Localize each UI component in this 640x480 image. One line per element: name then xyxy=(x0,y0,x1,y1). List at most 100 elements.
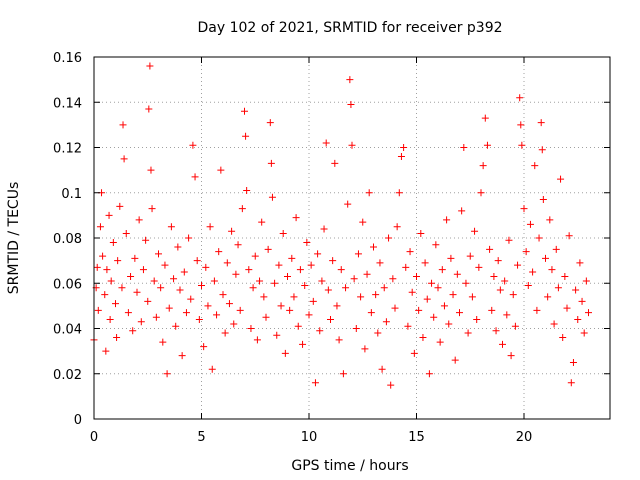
data-point xyxy=(347,101,355,109)
data-point xyxy=(318,277,326,285)
data-point xyxy=(213,311,221,319)
data-point xyxy=(127,272,135,280)
data-point xyxy=(221,329,229,337)
data-point xyxy=(464,329,472,337)
data-point xyxy=(116,202,124,210)
data-point xyxy=(348,141,356,149)
data-point xyxy=(217,166,225,174)
y-tick-label: 0.02 xyxy=(53,368,82,383)
data-point xyxy=(344,200,352,208)
data-point xyxy=(135,216,143,224)
data-point xyxy=(378,365,386,373)
data-point xyxy=(264,245,272,253)
data-point xyxy=(335,336,343,344)
data-point xyxy=(354,250,362,258)
data-point xyxy=(522,248,530,256)
data-point xyxy=(468,293,476,301)
data-point xyxy=(471,227,479,235)
data-point xyxy=(387,381,395,389)
data-point xyxy=(517,121,525,129)
data-point xyxy=(456,309,463,317)
data-point xyxy=(550,320,558,328)
data-point xyxy=(430,313,438,321)
data-point xyxy=(119,121,127,129)
data-point xyxy=(483,141,491,149)
data-point xyxy=(107,277,115,285)
data-point xyxy=(172,322,180,330)
data-point xyxy=(275,261,283,269)
data-point xyxy=(421,259,429,267)
data-point xyxy=(146,62,154,70)
plot-frame xyxy=(93,56,611,420)
data-point xyxy=(526,220,534,228)
data-point xyxy=(309,297,317,305)
y-tick-labels: 0 0.02 0.04 0.06 0.08 0.1 0.12 0.14 0.16 xyxy=(53,51,82,428)
data-point xyxy=(385,234,393,242)
data-point xyxy=(202,263,210,271)
data-point xyxy=(267,159,275,167)
data-point xyxy=(389,275,397,283)
data-points xyxy=(90,62,592,389)
data-point xyxy=(167,223,175,231)
data-point xyxy=(170,275,178,283)
data-point xyxy=(466,252,474,260)
data-point xyxy=(243,186,251,194)
data-point xyxy=(443,216,451,224)
data-point xyxy=(582,277,590,285)
data-point xyxy=(507,352,515,360)
data-point xyxy=(139,266,147,274)
data-point xyxy=(279,229,287,237)
data-point xyxy=(496,286,504,294)
data-point xyxy=(230,320,238,328)
data-point xyxy=(232,270,240,278)
data-point xyxy=(569,358,577,366)
data-point xyxy=(198,282,205,290)
x-axis-label: GPS time / hours xyxy=(291,458,408,474)
data-point xyxy=(271,279,279,287)
y-tick-label: 0.12 xyxy=(53,142,82,157)
data-point xyxy=(460,144,468,151)
data-point xyxy=(365,189,373,197)
data-point xyxy=(563,304,571,312)
data-point xyxy=(200,343,208,351)
data-point xyxy=(580,329,588,337)
data-point xyxy=(294,322,302,330)
data-point xyxy=(428,279,436,287)
data-point xyxy=(492,327,500,335)
data-point xyxy=(374,329,382,337)
data-point xyxy=(204,302,212,310)
data-point xyxy=(311,379,319,387)
data-point xyxy=(210,277,218,285)
data-point xyxy=(488,306,496,314)
data-point xyxy=(520,205,528,213)
data-point xyxy=(499,340,506,348)
data-point xyxy=(352,325,360,332)
data-point xyxy=(434,284,442,292)
data-point xyxy=(462,279,470,287)
data-point xyxy=(193,257,201,265)
data-point xyxy=(103,266,111,274)
data-point xyxy=(268,193,276,201)
data-point xyxy=(578,297,586,305)
data-point xyxy=(419,334,427,342)
y-axis-label: SRMTID / TECUs xyxy=(6,182,22,295)
data-point xyxy=(112,300,119,308)
y-tick-label: 0 xyxy=(74,413,82,428)
data-point xyxy=(131,254,139,262)
x-tick-labels: 0 5 10 15 20 xyxy=(90,430,532,445)
data-point xyxy=(561,272,569,280)
data-point xyxy=(286,306,294,314)
data-point xyxy=(106,315,114,323)
data-point xyxy=(490,272,498,280)
data-point xyxy=(242,132,250,140)
data-point xyxy=(410,349,418,357)
x-tick-label: 10 xyxy=(301,430,318,445)
data-point xyxy=(565,232,573,240)
data-point xyxy=(251,252,259,260)
data-point xyxy=(425,370,433,378)
data-point xyxy=(576,259,584,267)
y-tick-label: 0.06 xyxy=(53,277,82,292)
data-point xyxy=(93,263,101,271)
data-point xyxy=(195,315,203,323)
